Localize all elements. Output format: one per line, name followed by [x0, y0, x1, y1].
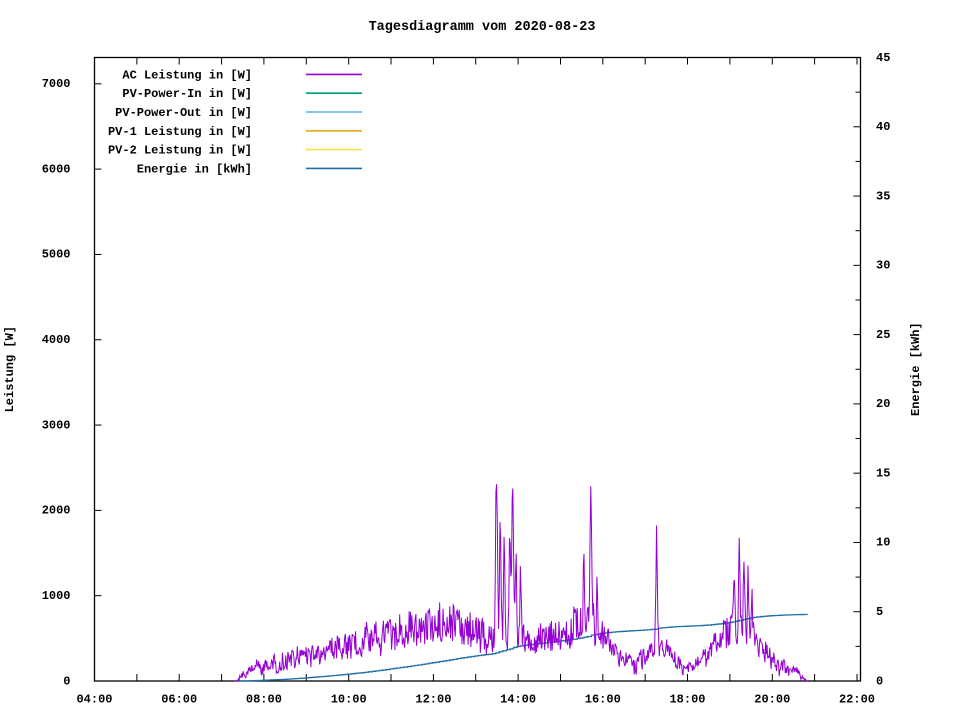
svg-text:08:00: 08:00	[246, 693, 282, 707]
svg-text:10: 10	[876, 536, 890, 550]
svg-text:10:00: 10:00	[331, 693, 367, 707]
svg-text:PV-Power-Out in [W]: PV-Power-Out in [W]	[115, 106, 252, 120]
svg-text:0: 0	[876, 674, 883, 688]
svg-text:20:00: 20:00	[754, 693, 790, 707]
svg-text:Energie [kWh]: Energie [kWh]	[909, 322, 923, 416]
svg-text:30: 30	[876, 259, 890, 273]
svg-text:5: 5	[876, 605, 883, 619]
svg-text:16:00: 16:00	[585, 693, 621, 707]
svg-text:3000: 3000	[42, 418, 71, 432]
svg-text:22:00: 22:00	[839, 693, 875, 707]
svg-text:2000: 2000	[42, 504, 71, 518]
svg-text:18:00: 18:00	[669, 693, 705, 707]
svg-text:6000: 6000	[42, 162, 71, 176]
svg-text:0: 0	[63, 674, 70, 688]
svg-text:40: 40	[876, 120, 890, 134]
svg-text:20: 20	[876, 397, 890, 411]
svg-text:1000: 1000	[42, 589, 71, 603]
svg-text:Energie in [kWh]: Energie in [kWh]	[137, 162, 252, 176]
svg-text:4000: 4000	[42, 333, 71, 347]
svg-text:45: 45	[876, 51, 890, 65]
svg-text:Tagesdiagramm vom 2020-08-23: Tagesdiagramm vom 2020-08-23	[369, 20, 596, 35]
svg-text:Leistung [W]: Leistung [W]	[3, 326, 17, 412]
svg-text:5000: 5000	[42, 248, 71, 262]
svg-text:04:00: 04:00	[76, 693, 112, 707]
svg-text:15: 15	[876, 467, 890, 481]
svg-text:AC Leistung in [W]: AC Leistung in [W]	[122, 68, 252, 82]
svg-text:14:00: 14:00	[500, 693, 536, 707]
svg-text:25: 25	[876, 328, 890, 342]
svg-text:06:00: 06:00	[161, 693, 197, 707]
svg-text:PV-2 Leistung in [W]: PV-2 Leistung in [W]	[108, 144, 252, 158]
svg-text:PV-Power-In in [W]: PV-Power-In in [W]	[122, 87, 252, 101]
svg-text:35: 35	[876, 189, 890, 203]
svg-text:12:00: 12:00	[415, 693, 451, 707]
svg-text:PV-1 Leistung in [W]: PV-1 Leistung in [W]	[108, 125, 252, 139]
svg-text:7000: 7000	[42, 77, 71, 91]
